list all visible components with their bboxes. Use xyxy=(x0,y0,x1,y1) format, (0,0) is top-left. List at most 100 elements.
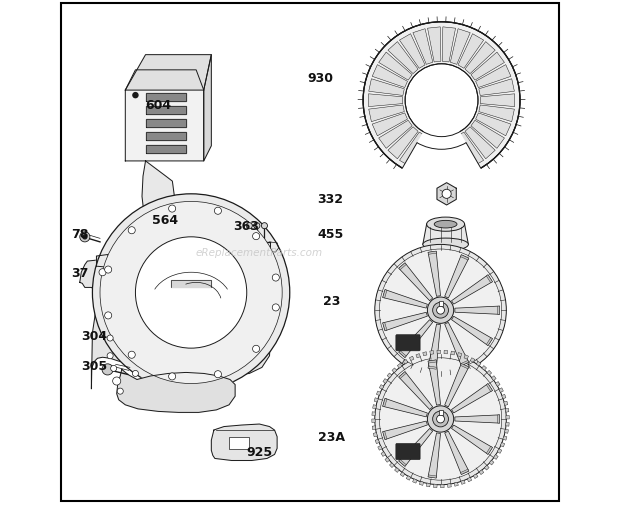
Polygon shape xyxy=(494,454,498,460)
Polygon shape xyxy=(479,106,515,122)
Polygon shape xyxy=(392,368,397,373)
Circle shape xyxy=(133,93,138,98)
Polygon shape xyxy=(506,423,509,426)
Polygon shape xyxy=(441,484,444,488)
Polygon shape xyxy=(383,421,427,440)
Polygon shape xyxy=(397,364,402,368)
Polygon shape xyxy=(376,391,381,396)
Polygon shape xyxy=(388,128,418,160)
Polygon shape xyxy=(461,364,469,369)
Polygon shape xyxy=(125,56,211,91)
Circle shape xyxy=(252,345,260,352)
Circle shape xyxy=(110,366,117,372)
Polygon shape xyxy=(495,382,500,386)
Polygon shape xyxy=(482,366,487,371)
Polygon shape xyxy=(476,114,511,136)
Polygon shape xyxy=(428,324,440,370)
Circle shape xyxy=(133,371,138,377)
Polygon shape xyxy=(445,431,469,475)
Polygon shape xyxy=(428,433,440,478)
Polygon shape xyxy=(406,476,411,480)
Polygon shape xyxy=(445,364,469,407)
Polygon shape xyxy=(97,255,110,268)
Circle shape xyxy=(169,373,175,380)
Circle shape xyxy=(374,354,507,485)
Polygon shape xyxy=(486,275,492,283)
Polygon shape xyxy=(416,354,420,358)
Polygon shape xyxy=(244,242,270,252)
Polygon shape xyxy=(372,66,407,88)
Polygon shape xyxy=(146,120,186,128)
Polygon shape xyxy=(442,28,456,63)
Polygon shape xyxy=(171,280,211,288)
Polygon shape xyxy=(476,66,511,88)
Circle shape xyxy=(128,227,135,234)
Polygon shape xyxy=(399,320,433,358)
Text: 930: 930 xyxy=(308,72,334,85)
Polygon shape xyxy=(461,480,465,484)
Polygon shape xyxy=(486,446,492,454)
Polygon shape xyxy=(270,242,278,252)
Circle shape xyxy=(117,388,123,394)
Circle shape xyxy=(433,411,448,427)
Polygon shape xyxy=(372,426,376,430)
Polygon shape xyxy=(399,263,433,301)
Polygon shape xyxy=(428,251,440,297)
Polygon shape xyxy=(430,351,434,355)
Circle shape xyxy=(374,245,507,376)
Polygon shape xyxy=(394,468,399,473)
Polygon shape xyxy=(379,121,412,149)
Polygon shape xyxy=(428,139,441,174)
Polygon shape xyxy=(465,128,495,160)
Circle shape xyxy=(433,302,448,319)
Polygon shape xyxy=(461,469,469,475)
Polygon shape xyxy=(502,394,506,399)
Polygon shape xyxy=(383,398,427,417)
FancyBboxPatch shape xyxy=(396,335,420,351)
Circle shape xyxy=(113,377,121,385)
Polygon shape xyxy=(423,225,468,245)
Polygon shape xyxy=(412,479,417,483)
Circle shape xyxy=(427,297,454,324)
Polygon shape xyxy=(471,121,505,149)
Polygon shape xyxy=(479,80,515,96)
Polygon shape xyxy=(383,290,387,298)
Polygon shape xyxy=(445,323,469,366)
Polygon shape xyxy=(428,28,441,63)
Circle shape xyxy=(135,237,247,348)
Polygon shape xyxy=(450,30,470,65)
Polygon shape xyxy=(383,431,387,440)
Polygon shape xyxy=(211,424,277,461)
Polygon shape xyxy=(465,42,495,74)
Polygon shape xyxy=(91,237,270,389)
Circle shape xyxy=(83,235,87,239)
Text: 304: 304 xyxy=(81,329,107,342)
Polygon shape xyxy=(500,442,505,447)
Polygon shape xyxy=(506,416,509,419)
Circle shape xyxy=(272,305,280,312)
Polygon shape xyxy=(504,401,508,406)
Polygon shape xyxy=(473,474,478,479)
Circle shape xyxy=(99,269,106,276)
Polygon shape xyxy=(445,255,469,298)
Polygon shape xyxy=(383,313,427,331)
Circle shape xyxy=(215,208,221,215)
Polygon shape xyxy=(455,307,500,315)
Polygon shape xyxy=(458,133,484,167)
Text: 23: 23 xyxy=(322,294,340,307)
Polygon shape xyxy=(383,398,387,407)
Polygon shape xyxy=(372,114,407,136)
Polygon shape xyxy=(372,419,375,423)
Polygon shape xyxy=(375,439,379,444)
Polygon shape xyxy=(427,483,430,487)
Polygon shape xyxy=(505,429,508,433)
Polygon shape xyxy=(451,317,492,346)
Polygon shape xyxy=(499,388,503,392)
Polygon shape xyxy=(399,460,406,467)
Circle shape xyxy=(272,274,280,281)
Polygon shape xyxy=(451,351,455,355)
Ellipse shape xyxy=(434,221,457,228)
Text: 604: 604 xyxy=(146,98,172,112)
Polygon shape xyxy=(369,80,404,96)
Polygon shape xyxy=(235,242,244,252)
